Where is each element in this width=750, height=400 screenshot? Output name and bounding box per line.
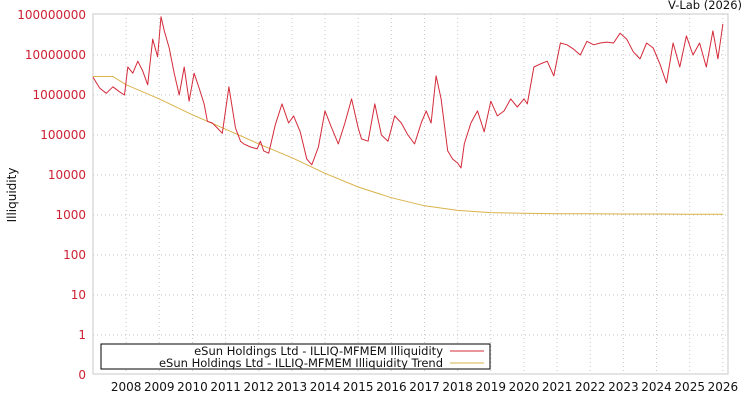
legend-box xyxy=(100,343,491,370)
y-tick-label: 1 xyxy=(78,328,86,342)
x-tick-label: 2025 xyxy=(674,380,705,394)
y-tick-label: 10000000 xyxy=(25,48,86,62)
x-tick-label: 2019 xyxy=(476,380,507,394)
y-tick-label: 1000000 xyxy=(33,88,86,102)
x-tick-label: 2009 xyxy=(144,380,175,394)
x-tick-label: 2011 xyxy=(210,380,241,394)
y-axis-label: Illiquidity xyxy=(5,168,19,223)
plot-area-border xyxy=(92,13,729,375)
illiquidity-line xyxy=(92,16,724,169)
legend-label-illiquidity: eSun Holdings Ltd - ILLIQ-MFMEM Illiquid… xyxy=(194,344,443,358)
x-axis-ticks: 2008 2009 2010 2011 2012 2013 2014 2015 2016 2017… xyxy=(111,380,738,394)
x-tick-label: 2013 xyxy=(277,380,308,394)
x-tick-label: 2023 xyxy=(608,380,639,394)
x-tick-label: 2012 xyxy=(243,380,274,394)
x-tick-label: 2008 xyxy=(111,380,142,394)
y-tick-label: 100 xyxy=(63,248,86,262)
x-tick-label: 2016 xyxy=(376,380,407,394)
x-tick-label: 2010 xyxy=(177,380,208,394)
grid-lines xyxy=(93,14,728,374)
legend-label-trend: eSun Holdings Ltd - ILLIQ-MFMEM Illiquid… xyxy=(159,356,443,370)
y-tick-label: 0 xyxy=(78,368,86,382)
illiquidity-trend-line xyxy=(93,76,723,215)
x-tick-label: 2017 xyxy=(409,380,440,394)
chart-credit: V-Lab (2026) xyxy=(668,0,742,12)
x-tick-label: 2015 xyxy=(343,380,374,394)
y-tick-label: 10000 xyxy=(48,168,86,182)
y-axis-ticks: 1000000001000000010000001000001000010001… xyxy=(17,8,86,382)
legend: eSun Holdings Ltd - ILLIQ-MFMEM Illiquid… xyxy=(100,343,491,370)
x-tick-label: 2022 xyxy=(575,380,606,394)
y-tick-label: 10 xyxy=(71,288,86,302)
x-tick-label: 2024 xyxy=(641,380,672,394)
x-tick-label: 2014 xyxy=(310,380,341,394)
y-tick-label: 100000000 xyxy=(17,8,86,22)
x-tick-label: 2018 xyxy=(442,380,473,394)
x-tick-label: 2026 xyxy=(708,380,739,394)
x-tick-label: 2021 xyxy=(542,380,573,394)
y-tick-label: 100000 xyxy=(40,128,86,142)
x-tick-label: 2020 xyxy=(509,380,540,394)
y-tick-label: 1000 xyxy=(55,208,86,222)
